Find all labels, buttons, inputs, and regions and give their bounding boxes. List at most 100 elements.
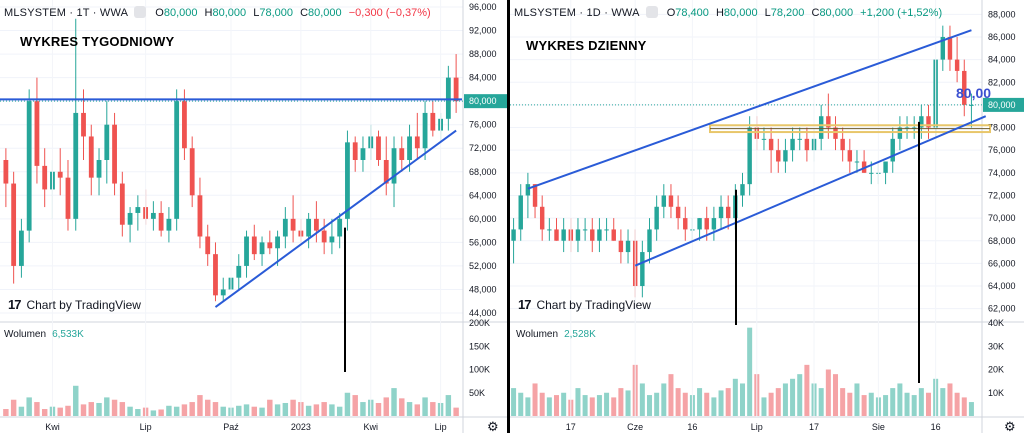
price-tick-label: 88,000: [469, 49, 497, 59]
volume-bar: [532, 383, 538, 416]
volume-bar: [861, 395, 867, 416]
candle-body: [575, 229, 581, 241]
candle-body: [625, 240, 631, 253]
volume-bar: [854, 383, 860, 416]
current-price-tag: [983, 97, 1024, 112]
candle-body: [422, 112, 428, 149]
candle-body: [683, 218, 688, 230]
low-value: 78,200: [770, 7, 805, 19]
candle-body: [840, 138, 845, 151]
price-tick-label: 56,000: [469, 237, 497, 247]
low-label: L: [764, 7, 771, 19]
weekly-symbol: MLSYSTEM · 1T · WWA: [4, 7, 129, 19]
gear-icon[interactable]: ⚙: [487, 419, 499, 433]
volume-bar: [954, 392, 960, 416]
candle-body: [954, 59, 960, 71]
volume-bar: [840, 388, 846, 416]
volume-bar: [18, 406, 25, 416]
price-tick-label: 84,000: [988, 55, 1016, 65]
volume-bar: [940, 388, 946, 416]
high-label: H: [715, 7, 724, 19]
price-tick-label: 92,000: [469, 26, 497, 36]
volume-bar: [243, 404, 250, 416]
price-tick-label: 44,000: [469, 308, 497, 318]
candle-body: [761, 138, 767, 140]
volume-bar: [768, 392, 774, 416]
volume-bar: [697, 388, 703, 416]
close-label: C: [300, 7, 309, 19]
eye-icon[interactable]: [134, 6, 147, 18]
candle-body: [174, 101, 180, 219]
volume-label: Wolumen 6,533K: [4, 329, 84, 340]
price-tick-label: 62,000: [988, 304, 1016, 314]
volume-bar: [739, 383, 746, 416]
weekly-chart-panel[interactable]: 96,000 92,000 88,000 84,000 80,000 76,000 72,0…: [0, 0, 508, 433]
candle-body: [776, 150, 781, 162]
volume-label-text: Wolumen: [4, 329, 47, 340]
candle-body: [511, 229, 516, 241]
volume-bar: [918, 388, 924, 416]
volume-bar: [539, 392, 545, 416]
daily-chart-panel[interactable]: 88,000 86,000 84,000 82,000 80,000 78,000 76,0…: [510, 0, 1024, 433]
time-tick-label: 16: [687, 422, 697, 432]
volume-tick-label: 150K: [469, 341, 490, 351]
price-tick-label: 66,000: [988, 258, 1016, 268]
volume-bar: [682, 392, 688, 416]
volume-bar: [711, 397, 717, 416]
candle-body: [554, 229, 559, 241]
volume-bar: [41, 409, 48, 416]
candle-body: [391, 148, 397, 184]
candle-body: [407, 136, 412, 160]
price-tick-label: 76,000: [469, 120, 497, 130]
tradingview-attribution[interactable]: 17 Chart by TradingView: [518, 297, 651, 312]
candle-body: [11, 183, 17, 266]
time-tick-label: Kwi: [45, 422, 60, 432]
volume-bar: [868, 392, 874, 416]
gear-icon[interactable]: ⚙: [1004, 419, 1016, 433]
eye-icon[interactable]: [645, 6, 658, 18]
candle-body: [445, 77, 451, 119]
volume-bar: [360, 402, 366, 416]
candle-body: [711, 218, 717, 230]
volume-bar: [654, 392, 660, 416]
tradingview-attribution[interactable]: 17 Chart by TradingView: [8, 297, 141, 312]
volume-bar: [422, 397, 428, 416]
daily-chart-canvas[interactable]: 88,000 86,000 84,000 82,000 80,000 78,000 76,0…: [510, 0, 1024, 433]
candle-body: [321, 230, 327, 243]
candle-body: [833, 127, 838, 139]
volume-bar: [968, 402, 974, 416]
candle-body: [919, 116, 924, 128]
candle-body: [532, 184, 538, 207]
candle-body: [561, 229, 566, 241]
volume-bar: [761, 397, 767, 416]
candle-body: [376, 136, 381, 160]
candle-body: [525, 184, 531, 196]
candle-body: [112, 124, 117, 184]
weekly-chart-title: WYKRES TYGODNIOWY: [20, 34, 175, 49]
volume-bar: [150, 410, 157, 416]
current-price-label: 80,000: [988, 100, 1016, 110]
volume-bar: [220, 406, 226, 416]
volume-bar: [525, 397, 531, 416]
candle-body: [826, 116, 831, 128]
price-tick-label: 68,000: [988, 236, 1016, 246]
volume-bar: [818, 388, 824, 416]
low-value: 78,000: [259, 7, 293, 19]
candle-body: [259, 242, 265, 255]
volume-bar: [947, 383, 953, 416]
volume-value: 2,528K: [564, 329, 596, 340]
candle-body: [804, 138, 810, 151]
candle-body: [205, 236, 211, 255]
volume-bar: [782, 383, 788, 416]
volume-bar: [611, 397, 617, 416]
volume-bar: [96, 402, 102, 416]
volume-bar: [197, 395, 203, 416]
candle-body: [962, 70, 967, 105]
candle-body: [740, 184, 745, 196]
volume-bar: [119, 402, 126, 416]
volume-tick-label: 100K: [469, 365, 490, 375]
weekly-chart-canvas[interactable]: 96,000 92,000 88,000 84,000 80,000 76,000 72,0…: [0, 0, 508, 433]
candle-body: [81, 112, 86, 137]
volume-bar: [352, 395, 358, 416]
high-label: H: [204, 7, 213, 19]
